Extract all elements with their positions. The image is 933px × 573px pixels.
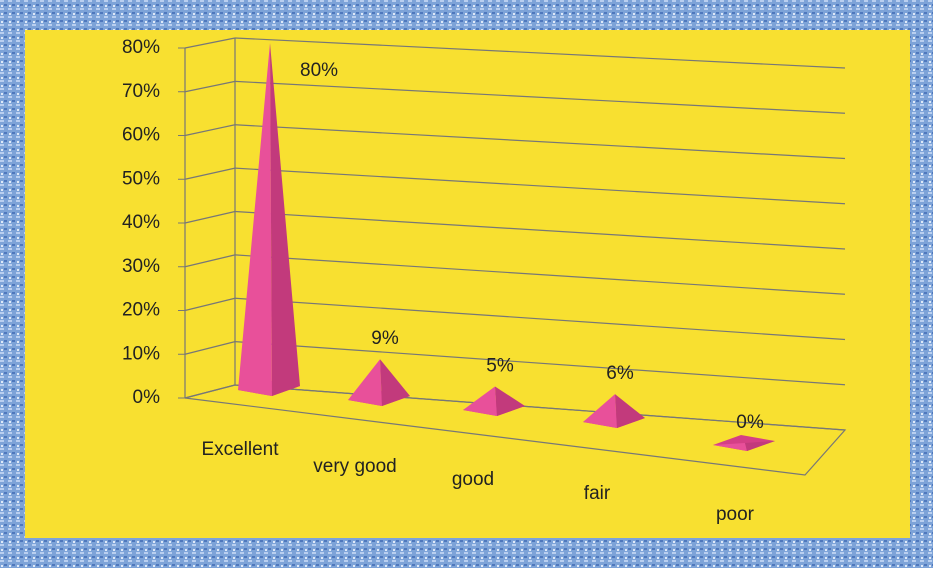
pyramid-left-face (348, 359, 382, 406)
x-tick-label: poor (716, 504, 755, 525)
grid-line (234, 341, 846, 386)
y-tick-label: 30% (122, 256, 160, 277)
x-tick-label: Excellent (201, 439, 279, 460)
y-tick-label: 0% (133, 387, 161, 408)
pyramid-right-face (745, 441, 775, 451)
data-label: 6% (606, 363, 634, 384)
pyramid-right-face (615, 394, 645, 428)
grid-line (234, 210, 846, 250)
x-tick-label: fair (584, 483, 611, 504)
grid-line (184, 297, 236, 312)
y-tick-label: 10% (122, 343, 160, 364)
pyramid-right-face (380, 359, 410, 406)
grid-line (184, 384, 236, 399)
data-label: 80% (300, 60, 338, 81)
grid-line (234, 124, 846, 160)
pyramid-left-face (463, 386, 497, 416)
pyramid-left-face (713, 443, 747, 451)
pyramid-left-face (583, 394, 617, 428)
grid-line (184, 124, 236, 137)
grid-line (234, 167, 846, 205)
x-tick-label: very good (313, 456, 396, 477)
x-tick-label: good (452, 469, 494, 490)
grid-line (234, 37, 846, 69)
grid-line (184, 341, 236, 355)
data-label: 0% (736, 412, 764, 433)
grid-line (234, 80, 846, 114)
pyramid-left-face (238, 43, 272, 396)
y-tick-label: 80% (122, 37, 160, 58)
y-tick-label: 50% (122, 168, 160, 189)
pyramid-right-face (270, 43, 300, 396)
y-tick-label: 40% (122, 212, 160, 233)
y-tick-label: 20% (122, 300, 160, 321)
grid-line (184, 80, 236, 93)
grid-line (234, 254, 846, 295)
plot-panel (25, 30, 910, 538)
grid-line (184, 254, 236, 268)
pyramid-right-face (495, 386, 525, 416)
data-label: 9% (371, 328, 399, 349)
y-tick-label: 70% (122, 81, 160, 102)
data-label: 5% (486, 355, 514, 376)
grid-line (184, 210, 236, 224)
grid-line (184, 167, 236, 180)
grid-line (234, 297, 846, 341)
grid-line (184, 37, 236, 49)
grid-line (234, 384, 846, 431)
y-tick-label: 60% (122, 125, 160, 146)
